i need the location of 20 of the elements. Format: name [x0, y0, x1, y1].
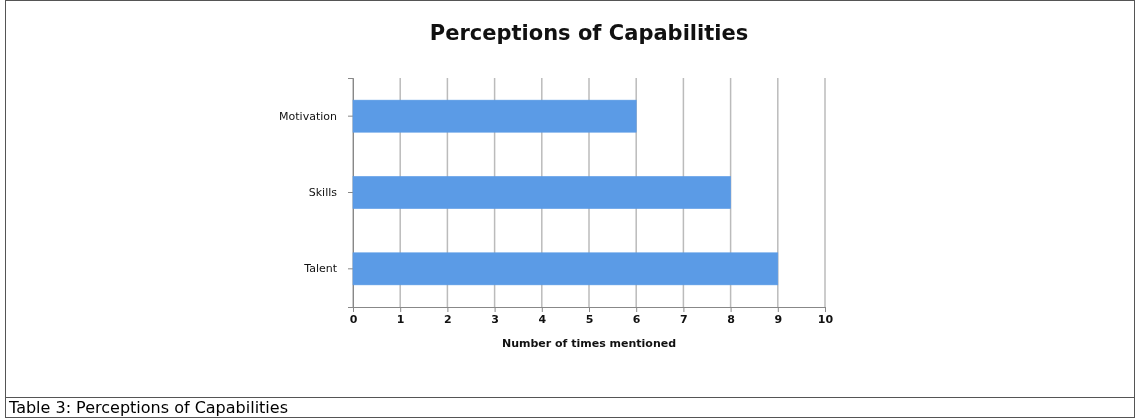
bar — [352, 252, 779, 286]
x-tick-label: 0 — [349, 312, 358, 326]
bar — [352, 99, 637, 133]
y-tick-label: Talent — [303, 262, 338, 276]
x-tick-label: 7 — [680, 312, 688, 326]
chart-title: Perceptions of Capabilities — [429, 21, 749, 45]
x-tick-label: 10 — [817, 312, 834, 326]
caption: Table 3: Perceptions of Capabilities — [8, 398, 288, 417]
x-tick-label: 4 — [538, 312, 547, 326]
y-tick-label: Motivation — [279, 109, 338, 123]
x-axis-title: Number of times mentioned — [501, 337, 677, 350]
x-tick-label: 2 — [444, 312, 452, 326]
x-tick-label: 8 — [727, 312, 735, 326]
y-tick-label: Skills — [308, 186, 338, 200]
x-tick-label: 6 — [632, 312, 641, 326]
x-tick-label: 1 — [396, 312, 405, 326]
bar — [352, 176, 731, 209]
x-tick-label: 5 — [585, 312, 594, 326]
x-tick-label: 9 — [774, 312, 783, 326]
x-tick-label: 3 — [491, 312, 499, 326]
